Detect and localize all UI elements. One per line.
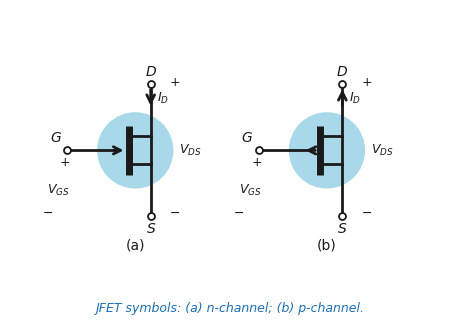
Text: $+$: $+$ (250, 156, 262, 169)
Text: $S$: $S$ (145, 222, 156, 236)
Circle shape (98, 113, 172, 188)
Text: (a): (a) (125, 238, 145, 252)
Text: $+$: $+$ (169, 76, 180, 89)
Text: $V_{DS}$: $V_{DS}$ (370, 143, 393, 158)
Text: $G$: $G$ (50, 131, 62, 145)
Text: JFET symbols: (a) n-channel; (b) p-channel.: JFET symbols: (a) n-channel; (b) p-chann… (95, 302, 364, 316)
Text: $-$: $-$ (360, 206, 371, 218)
Text: $-$: $-$ (233, 206, 244, 218)
Text: $-$: $-$ (41, 206, 53, 218)
Text: $-$: $-$ (169, 206, 180, 218)
Text: $D$: $D$ (336, 65, 347, 79)
Text: $V_{GS}$: $V_{GS}$ (238, 182, 261, 198)
Text: $V_{DS}$: $V_{DS}$ (179, 143, 202, 158)
Text: $+$: $+$ (59, 156, 70, 169)
Text: $D$: $D$ (145, 65, 157, 79)
Text: $G$: $G$ (241, 131, 253, 145)
Text: $V_{GS}$: $V_{GS}$ (47, 182, 70, 198)
Text: (b): (b) (316, 238, 336, 252)
Circle shape (289, 113, 364, 188)
Text: $+$: $+$ (360, 76, 371, 89)
Text: $I_D$: $I_D$ (157, 91, 169, 106)
Text: $S$: $S$ (336, 222, 347, 236)
Text: $I_D$: $I_D$ (348, 91, 360, 106)
